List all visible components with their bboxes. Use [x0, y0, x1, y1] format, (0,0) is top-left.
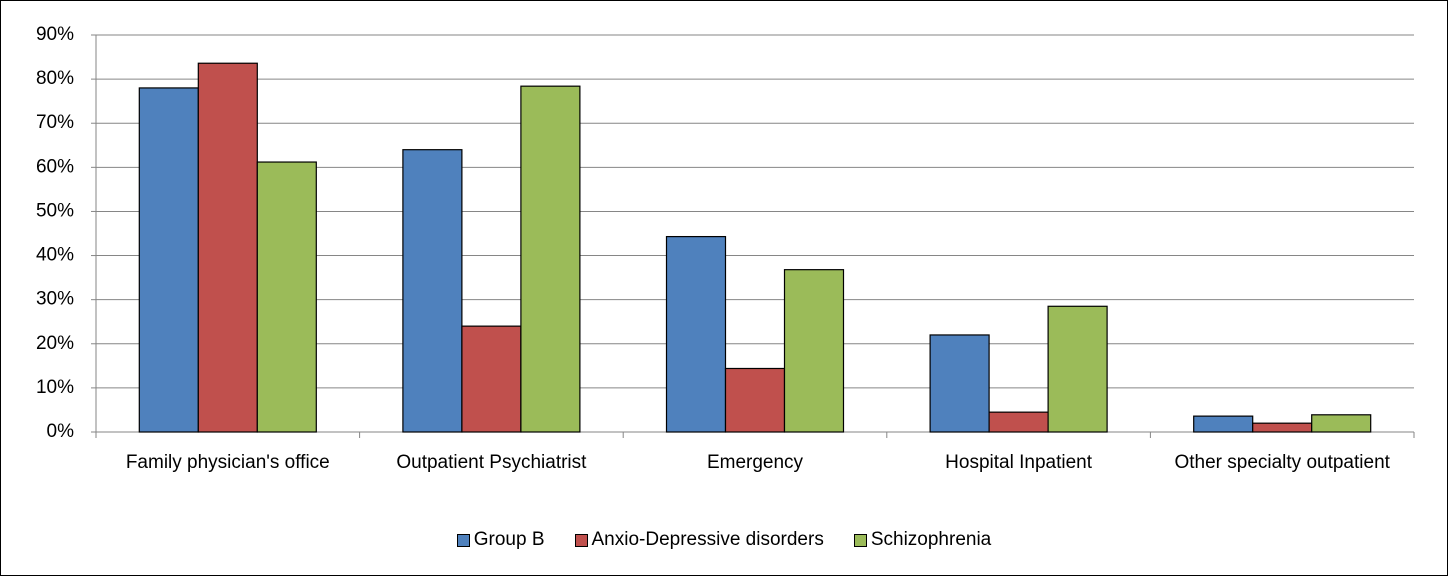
bar [1193, 415, 1254, 433]
bar [929, 334, 990, 433]
bar [197, 62, 258, 433]
x-tick-label: Emergency [706, 452, 804, 473]
legend-label: Anxio-Depressive disorders [591, 529, 824, 550]
y-tick-label: 50% [36, 200, 74, 221]
legend-swatch [853, 533, 867, 547]
y-tick-label: 40% [36, 245, 74, 266]
legend-swatch [456, 533, 470, 547]
bar [1047, 305, 1108, 433]
legend-item: Schizophrenia [853, 529, 992, 551]
x-tick-label: Outpatient Psychiatrist [396, 452, 587, 473]
bar [783, 269, 845, 433]
bar [402, 149, 463, 433]
x-tick-label: Other specialty outpatient [1174, 452, 1390, 473]
legend-label: Schizophrenia [870, 529, 992, 550]
bar [1252, 422, 1313, 433]
y-tick-label: 90% [36, 24, 74, 45]
legend: Group B Anxio-Depressive disorders Schizop… [1, 529, 1447, 551]
y-tick-label: 10% [36, 377, 74, 398]
x-tick-label: Family physician's office [125, 452, 330, 473]
bar [1311, 414, 1372, 433]
legend-label: Group B [473, 529, 545, 550]
bar [138, 87, 199, 433]
bar [520, 85, 581, 433]
y-tick-label: 20% [36, 333, 74, 354]
legend-item: Anxio-Depressive disorders [574, 529, 824, 551]
bar [461, 325, 522, 433]
bar [988, 411, 1049, 433]
bar [724, 367, 786, 433]
y-tick-label: 0% [47, 421, 75, 442]
y-tick-label: 30% [36, 289, 74, 310]
y-tick-label: 70% [36, 112, 74, 133]
legend-swatch [574, 533, 588, 547]
legend-item: Group B [456, 529, 545, 551]
y-tick-label: 80% [36, 68, 74, 89]
x-tick-label: Hospital Inpatient [945, 452, 1092, 473]
bar [256, 161, 317, 433]
y-tick-label: 60% [36, 156, 74, 177]
bar [665, 235, 727, 433]
